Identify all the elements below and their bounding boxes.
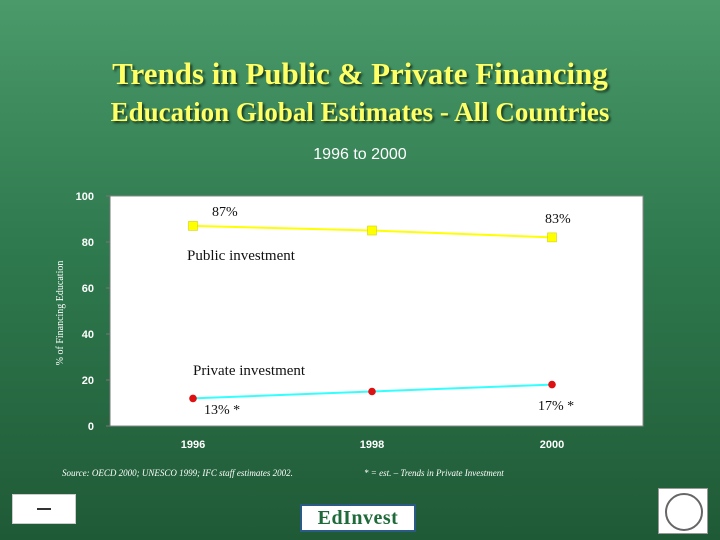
x-tick-label: 2000 — [540, 439, 564, 451]
secondary-title: Education Global Estimates - All Countri… — [110, 97, 610, 127]
private-investment-point — [368, 387, 376, 396]
private-investment-point — [548, 380, 556, 389]
public-investment-label: Public investment — [187, 248, 296, 264]
annotation-public-1996: 87% — [212, 205, 238, 220]
period-subtitle: 1996 to 2000 — [313, 146, 407, 163]
y-tick-label: 40 — [82, 329, 94, 341]
y-tick-label: 80 — [82, 237, 94, 249]
private-investment-point — [189, 394, 197, 403]
edinvest-logo: EdInvest — [300, 504, 416, 532]
annotation-public-2000: 83% — [545, 212, 571, 227]
world-bank-seal-icon — [665, 493, 703, 531]
left-logo — [12, 494, 76, 524]
y-tick-label: 60 — [82, 283, 94, 295]
public-investment-point — [547, 232, 557, 243]
annotation-private-2000: 17% * — [538, 399, 574, 414]
x-tick-label: 1998 — [360, 439, 384, 451]
y-tick-label: 100 — [76, 191, 94, 203]
y-tick-label: 0 — [88, 421, 94, 433]
x-tick-label: 1996 — [181, 439, 205, 451]
estimate-note: * = est. – Trends in Private Investment — [364, 468, 504, 478]
private-investment-label: Private investment — [193, 363, 306, 379]
public-investment-point — [367, 225, 377, 236]
public-investment-point — [188, 221, 198, 231]
annotation-private-1996: 13% * — [204, 403, 240, 418]
y-tick-label: 20 — [82, 375, 94, 387]
y-axis-label: % of Financing Education — [55, 261, 66, 366]
main-title: Trends in Public & Private Financing — [112, 56, 608, 91]
world-bank-logo — [658, 488, 708, 534]
source-note: Source: OECD 2000; UNESCO 1999; IFC staf… — [62, 468, 293, 478]
